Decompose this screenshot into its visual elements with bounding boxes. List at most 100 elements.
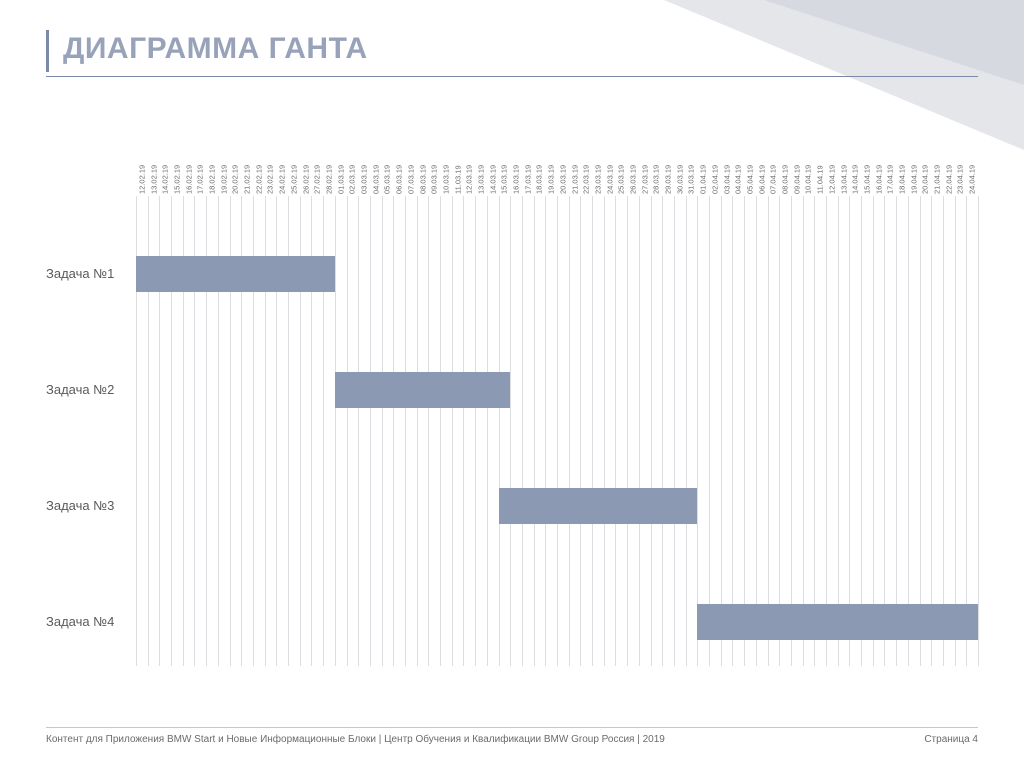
gantt-date-label: 23.02.19 (266, 165, 275, 194)
gantt-task-label: Задача №3 (46, 498, 114, 513)
gantt-date-label: 15.03.19 (500, 165, 509, 194)
gantt-date-label: 18.03.19 (535, 165, 544, 194)
gantt-gridline (615, 196, 616, 666)
gantt-date-label: 26.03.19 (629, 165, 638, 194)
footer-left-text: Контент для Приложения BMW Start и Новые… (46, 734, 665, 745)
gantt-gridline (580, 196, 581, 666)
gantt-date-label: 23.03.19 (593, 165, 602, 194)
footer: Контент для Приложения BMW Start и Новые… (46, 727, 978, 745)
gantt-gridline (814, 196, 815, 666)
gantt-gridline (475, 196, 476, 666)
gantt-date-label: 13.04.19 (839, 165, 848, 194)
gantt-gridline (908, 196, 909, 666)
gantt-gridline (487, 196, 488, 666)
gantt-gridline (510, 196, 511, 666)
gantt-bar (136, 256, 335, 292)
gantt-date-label: 18.02.19 (208, 165, 217, 194)
title-underline (46, 76, 978, 77)
gantt-gridline (756, 196, 757, 666)
gantt-gridline (955, 196, 956, 666)
gantt-bar (335, 372, 510, 408)
gantt-date-label: 12.03.19 (465, 165, 474, 194)
gantt-gridline (779, 196, 780, 666)
gantt-gridline (849, 196, 850, 666)
gantt-gridline (452, 196, 453, 666)
gantt-gridline (393, 196, 394, 666)
gantt-date-header: 12.02.1913.02.1914.02.1915.02.1916.02.19… (136, 130, 978, 194)
gantt-date-label: 16.02.19 (184, 165, 193, 194)
gantt-gridline (768, 196, 769, 666)
gantt-date-label: 30.03.19 (675, 165, 684, 194)
gantt-date-label: 16.04.19 (874, 165, 883, 194)
gantt-gridline (428, 196, 429, 666)
gantt-date-label: 10.03.19 (441, 165, 450, 194)
gantt-gridline (931, 196, 932, 666)
gantt-date-label: 18.04.19 (897, 165, 906, 194)
gantt-date-label: 01.04.19 (699, 165, 708, 194)
gantt-date-label: 05.04.19 (745, 165, 754, 194)
gantt-gridline (382, 196, 383, 666)
gantt-date-label: 20.02.19 (231, 165, 240, 194)
gantt-chart: 12.02.1913.02.1914.02.1915.02.1916.02.19… (46, 130, 978, 690)
gantt-date-label: 08.04.19 (781, 165, 790, 194)
gantt-gridline (463, 196, 464, 666)
gantt-gridline (896, 196, 897, 666)
gantt-bar (697, 604, 978, 640)
footer-rule (46, 727, 978, 728)
gantt-date-label: 21.03.19 (570, 165, 579, 194)
gantt-date-label: 06.03.19 (395, 165, 404, 194)
title-block: ДИАГРАММА ГАНТА (46, 30, 978, 77)
gantt-date-label: 17.02.19 (196, 165, 205, 194)
gantt-date-label: 16.03.19 (512, 165, 521, 194)
gantt-date-label: 04.04.19 (734, 165, 743, 194)
gantt-date-label: 19.03.19 (547, 165, 556, 194)
gantt-date-label: 29.03.19 (664, 165, 673, 194)
gantt-gridline (522, 196, 523, 666)
gantt-gridline (557, 196, 558, 666)
gantt-gridline (709, 196, 710, 666)
gantt-date-label: 19.02.19 (219, 165, 228, 194)
gantt-gridline (499, 196, 500, 666)
gantt-date-label: 21.02.19 (243, 165, 252, 194)
gantt-task-label: Задача №2 (46, 382, 114, 397)
gantt-gridline (627, 196, 628, 666)
gantt-date-label: 01.03.19 (336, 165, 345, 194)
gantt-gridline (534, 196, 535, 666)
gantt-gridline (943, 196, 944, 666)
gantt-date-label: 23.04.19 (956, 165, 965, 194)
gantt-date-label: 09.04.19 (792, 165, 801, 194)
gantt-date-label: 22.02.19 (254, 165, 263, 194)
gantt-date-label: 24.04.19 (968, 165, 977, 194)
gantt-date-label: 20.03.19 (558, 165, 567, 194)
gantt-date-label: 25.02.19 (289, 165, 298, 194)
gantt-task-label: Задача №4 (46, 614, 114, 629)
gantt-gridline (697, 196, 698, 666)
gantt-date-label: 20.04.19 (921, 165, 930, 194)
gantt-date-label: 13.03.19 (476, 165, 485, 194)
page-title: ДИАГРАММА ГАНТА (63, 30, 368, 72)
gantt-date-label: 10.04.19 (804, 165, 813, 194)
gantt-date-label: 22.03.19 (582, 165, 591, 194)
gantt-gridline (721, 196, 722, 666)
gantt-date-label: 08.03.19 (418, 165, 427, 194)
gantt-date-label: 27.02.19 (313, 165, 322, 194)
gantt-date-label: 17.04.19 (886, 165, 895, 194)
footer-right-text: Страница 4 (924, 734, 978, 745)
gantt-gridline (335, 196, 336, 666)
gantt-gridline (639, 196, 640, 666)
gantt-gridline (604, 196, 605, 666)
gantt-gridline (417, 196, 418, 666)
gantt-gridline (370, 196, 371, 666)
gantt-date-label: 04.03.19 (371, 165, 380, 194)
gantt-date-label: 24.02.19 (278, 165, 287, 194)
gantt-date-label: 22.04.19 (944, 165, 953, 194)
gantt-date-label: 03.04.19 (722, 165, 731, 194)
gantt-gridline (347, 196, 348, 666)
gantt-gridline (791, 196, 792, 666)
gantt-gridline (861, 196, 862, 666)
gantt-gridline (651, 196, 652, 666)
gantt-gridline (732, 196, 733, 666)
gantt-date-label: 14.03.19 (488, 165, 497, 194)
gantt-date-label: 05.03.19 (383, 165, 392, 194)
gantt-date-label: 19.04.19 (909, 165, 918, 194)
